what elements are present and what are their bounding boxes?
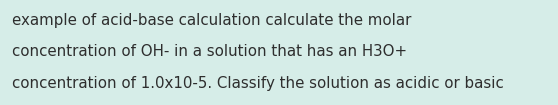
Text: concentration of OH- in a solution that has an H3O+: concentration of OH- in a solution that … [12, 44, 407, 59]
Text: example of acid-base calculation calculate the molar: example of acid-base calculation calcula… [12, 13, 412, 28]
Text: concentration of 1.0x10-5. Classify the solution as acidic or basic: concentration of 1.0x10-5. Classify the … [12, 76, 504, 91]
